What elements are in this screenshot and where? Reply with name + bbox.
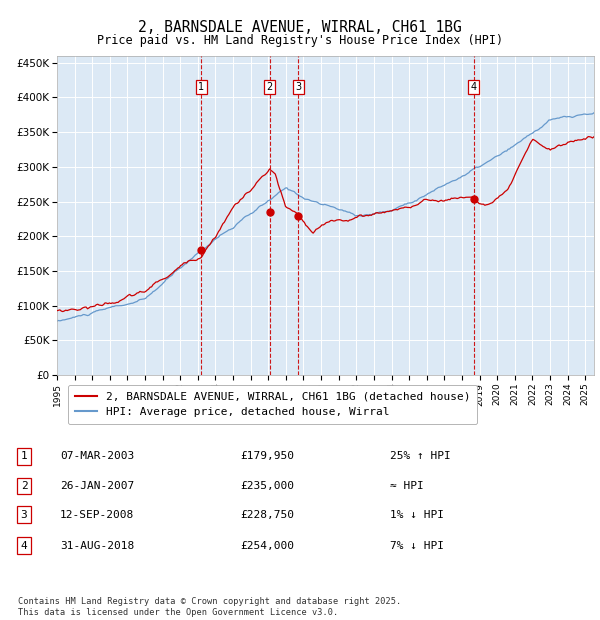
Legend: 2, BARNSDALE AVENUE, WIRRAL, CH61 1BG (detached house), HPI: Average price, deta: 2, BARNSDALE AVENUE, WIRRAL, CH61 1BG (d…	[68, 385, 477, 424]
Text: Price paid vs. HM Land Registry's House Price Index (HPI): Price paid vs. HM Land Registry's House …	[97, 34, 503, 47]
Text: 2: 2	[266, 82, 272, 92]
Text: 31-AUG-2018: 31-AUG-2018	[60, 541, 134, 551]
Text: 2: 2	[20, 481, 28, 491]
Text: 1: 1	[198, 82, 204, 92]
Text: 2, BARNSDALE AVENUE, WIRRAL, CH61 1BG: 2, BARNSDALE AVENUE, WIRRAL, CH61 1BG	[138, 20, 462, 35]
Text: 7% ↓ HPI: 7% ↓ HPI	[390, 541, 444, 551]
Text: 07-MAR-2003: 07-MAR-2003	[60, 451, 134, 461]
Text: £254,000: £254,000	[240, 541, 294, 551]
Text: 3: 3	[295, 82, 301, 92]
Text: 26-JAN-2007: 26-JAN-2007	[60, 481, 134, 491]
Text: 3: 3	[20, 510, 28, 520]
Text: ≈ HPI: ≈ HPI	[390, 481, 424, 491]
Text: 4: 4	[470, 82, 477, 92]
Text: 25% ↑ HPI: 25% ↑ HPI	[390, 451, 451, 461]
Text: £228,750: £228,750	[240, 510, 294, 520]
Text: £235,000: £235,000	[240, 481, 294, 491]
Text: Contains HM Land Registry data © Crown copyright and database right 2025.
This d: Contains HM Land Registry data © Crown c…	[18, 598, 401, 617]
Text: 12-SEP-2008: 12-SEP-2008	[60, 510, 134, 520]
Text: 1% ↓ HPI: 1% ↓ HPI	[390, 510, 444, 520]
Text: 4: 4	[20, 541, 28, 551]
Text: 1: 1	[20, 451, 28, 461]
Text: £179,950: £179,950	[240, 451, 294, 461]
